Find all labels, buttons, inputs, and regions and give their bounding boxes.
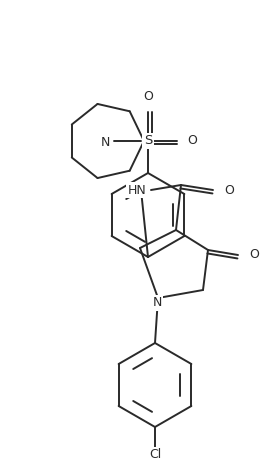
Text: N: N (100, 137, 110, 149)
Text: O: O (224, 184, 234, 196)
Text: Cl: Cl (149, 448, 161, 462)
Text: O: O (249, 248, 259, 262)
Text: N: N (152, 297, 162, 309)
Text: O: O (143, 90, 153, 104)
Text: HN: HN (128, 184, 146, 196)
Text: S: S (144, 134, 152, 148)
Text: O: O (187, 134, 197, 148)
